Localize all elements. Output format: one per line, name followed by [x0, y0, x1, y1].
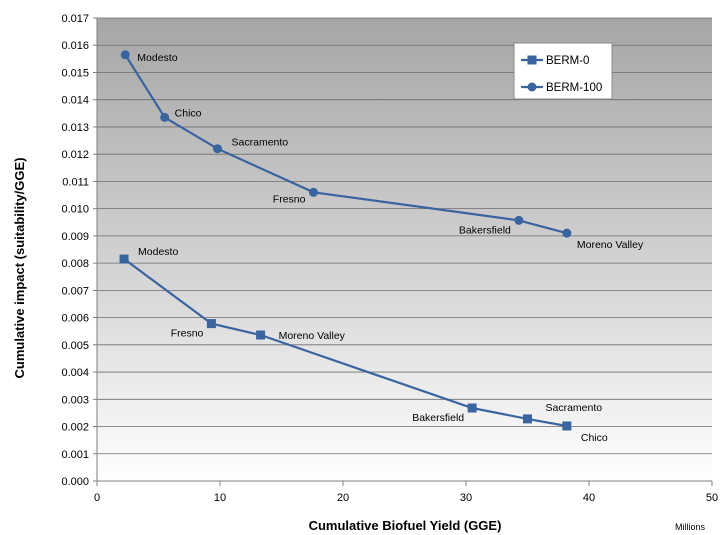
point-label: Sacramento: [546, 402, 603, 414]
gridlines: [93, 17, 713, 486]
point-label: Modesto: [137, 52, 177, 64]
y-tick-label: 0.007: [61, 285, 89, 297]
y-tick-label: 0.002: [61, 422, 89, 434]
marker-circle: [562, 228, 572, 238]
series-line-berm-100: [124, 54, 568, 235]
point-label: Moreno Valley: [279, 330, 346, 342]
y-axis-title: Cumulative impact (suitability/GGE): [12, 157, 27, 378]
marker-circle: [213, 144, 223, 154]
point-label: Modesto: [138, 246, 178, 258]
marker-circle: [160, 112, 170, 122]
marker-circle: [527, 82, 537, 92]
y-tick-label: 0.006: [61, 313, 89, 325]
point-label: Bakersfield: [412, 412, 464, 424]
y-tick-label: 0.013: [61, 122, 89, 134]
y-tick-label: 0.003: [61, 394, 89, 406]
x-tick-label: 50: [706, 492, 718, 504]
y-tick-label: 0.011: [62, 176, 89, 188]
y-tick-label: 0.012: [61, 149, 89, 161]
series-line-berm-0: [123, 258, 568, 428]
y-tick-label: 0.009: [61, 231, 89, 243]
x-tick-label: 40: [583, 492, 595, 504]
x-tick-label: 10: [214, 492, 226, 504]
marker-circle: [120, 50, 130, 60]
marker-square: [119, 254, 129, 264]
series-layer: [119, 50, 572, 431]
y-tick-label: 0.014: [61, 95, 89, 107]
y-tick-label: 0.010: [61, 204, 89, 216]
marker-square: [256, 330, 266, 340]
x-axis-unit-note: Millions: [675, 522, 706, 532]
marker-square: [467, 403, 477, 413]
y-tick-label: 0.000: [61, 476, 89, 488]
point-label: Bakersfield: [459, 224, 511, 236]
y-tick-label: 0.001: [61, 449, 89, 461]
y-tick-labels: 0.000 0.001 0.002 0.003 0.004 0.005 0.006 0.007…: [61, 13, 89, 488]
point-label: Moreno Valley: [577, 239, 644, 251]
marker-square: [523, 414, 532, 424]
y-tick-label: 0.017: [61, 13, 89, 25]
point-label: Fresno: [273, 193, 306, 205]
axes: [96, 18, 712, 482]
marker-square: [206, 319, 216, 329]
x-tick-label: 0: [94, 492, 100, 504]
y-tick-label: 0.016: [61, 40, 89, 52]
x-tick-label: 30: [460, 492, 472, 504]
marker-circle: [514, 215, 524, 225]
y-tick-label: 0.005: [61, 340, 89, 352]
point-labels: Modesto Fresno Moreno Valley Bakersfield Sac…: [137, 52, 644, 444]
y-tick-label: 0.008: [61, 258, 89, 270]
marker-square: [527, 55, 537, 65]
x-tick-label: 20: [337, 492, 349, 504]
x-axis-title: Cumulative Biofuel Yield (GGE): [309, 518, 502, 533]
legend-label: BERM-100: [546, 82, 602, 94]
y-tick-label: 0.004: [61, 367, 89, 379]
point-label: Sacramento: [232, 137, 289, 149]
point-label: Chico: [581, 432, 608, 444]
legend: BERM-0 BERM-100: [513, 42, 613, 100]
legend-label: BERM-0: [546, 55, 589, 67]
point-label: Fresno: [171, 328, 204, 340]
marker-square: [562, 421, 572, 431]
y-tick-label: 0.015: [61, 67, 89, 79]
point-label: Chico: [175, 107, 202, 119]
x-tick-labels: 0 10 20 30 40 50: [94, 492, 718, 504]
marker-circle: [308, 187, 318, 197]
